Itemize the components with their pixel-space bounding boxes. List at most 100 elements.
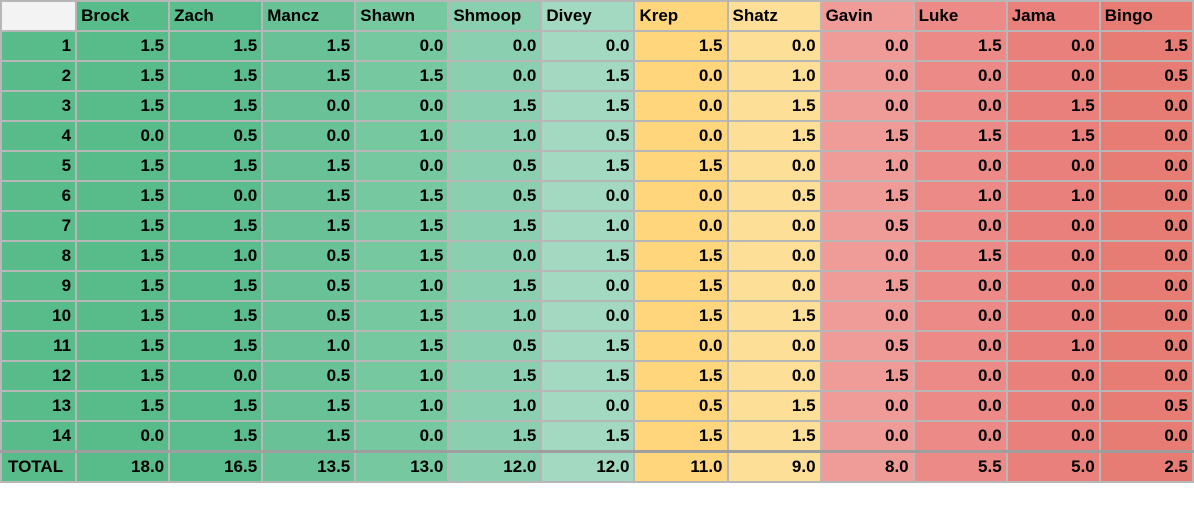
column-header-shawn[interactable]: Shawn bbox=[354, 0, 450, 32]
score-cell[interactable]: 1.5 bbox=[168, 390, 264, 422]
score-cell[interactable]: 1.5 bbox=[633, 270, 729, 302]
score-cell[interactable]: 1.5 bbox=[726, 120, 822, 152]
score-cell[interactable]: 0.5 bbox=[261, 360, 357, 392]
score-cell[interactable]: 1.5 bbox=[168, 60, 264, 92]
score-cell[interactable]: 0.0 bbox=[261, 90, 357, 122]
score-cell[interactable]: 1.5 bbox=[912, 30, 1008, 62]
score-cell[interactable]: 1.5 bbox=[75, 210, 171, 242]
total-cell[interactable]: 13.5 bbox=[261, 450, 357, 483]
score-cell[interactable]: 1.5 bbox=[726, 300, 822, 332]
score-cell[interactable]: 0.0 bbox=[1005, 210, 1101, 242]
score-cell[interactable]: 1.0 bbox=[354, 390, 450, 422]
score-cell[interactable]: 1.5 bbox=[726, 420, 822, 453]
score-cell[interactable]: 0.0 bbox=[540, 180, 636, 212]
score-cell[interactable]: 1.5 bbox=[819, 270, 915, 302]
score-cell[interactable]: 1.5 bbox=[75, 270, 171, 302]
score-cell[interactable]: 0.0 bbox=[1005, 390, 1101, 422]
score-cell[interactable]: 0.0 bbox=[912, 210, 1008, 242]
score-cell[interactable]: 1.5 bbox=[168, 90, 264, 122]
score-cell[interactable]: 1.5 bbox=[1098, 30, 1194, 62]
score-cell[interactable]: 0.0 bbox=[726, 210, 822, 242]
score-cell[interactable]: 1.5 bbox=[633, 420, 729, 453]
column-header-brock[interactable]: Brock bbox=[75, 0, 171, 32]
score-cell[interactable]: 0.5 bbox=[1098, 60, 1194, 92]
total-cell[interactable]: 5.0 bbox=[1005, 450, 1101, 483]
score-cell[interactable]: 1.5 bbox=[447, 270, 543, 302]
column-header-bingo[interactable]: Bingo bbox=[1098, 0, 1194, 32]
score-cell[interactable]: 0.0 bbox=[819, 240, 915, 272]
score-cell[interactable]: 0.5 bbox=[447, 330, 543, 362]
score-cell[interactable]: 1.5 bbox=[447, 360, 543, 392]
score-cell[interactable]: 0.0 bbox=[912, 60, 1008, 92]
score-cell[interactable]: 1.5 bbox=[354, 60, 450, 92]
score-cell[interactable]: 1.0 bbox=[354, 120, 450, 152]
score-cell[interactable]: 0.0 bbox=[75, 120, 171, 152]
score-cell[interactable]: 0.0 bbox=[726, 30, 822, 62]
score-cell[interactable]: 0.0 bbox=[1005, 240, 1101, 272]
column-header-shmoop[interactable]: Shmoop bbox=[447, 0, 543, 32]
score-cell[interactable]: 0.0 bbox=[447, 240, 543, 272]
score-cell[interactable]: 0.5 bbox=[447, 180, 543, 212]
column-header-jama[interactable]: Jama bbox=[1005, 0, 1101, 32]
row-label-cell[interactable]: 14 bbox=[0, 420, 78, 453]
score-cell[interactable]: 0.0 bbox=[819, 420, 915, 453]
score-cell[interactable]: 0.0 bbox=[633, 210, 729, 242]
score-cell[interactable]: 0.0 bbox=[261, 120, 357, 152]
score-cell[interactable]: 1.5 bbox=[261, 180, 357, 212]
score-cell[interactable]: 1.5 bbox=[912, 240, 1008, 272]
row-label-cell[interactable]: 12 bbox=[0, 360, 78, 392]
score-cell[interactable]: 1.0 bbox=[168, 240, 264, 272]
column-header-divey[interactable]: Divey bbox=[540, 0, 636, 32]
score-cell[interactable]: 0.0 bbox=[912, 360, 1008, 392]
score-cell[interactable]: 0.0 bbox=[912, 390, 1008, 422]
score-cell[interactable]: 1.5 bbox=[354, 240, 450, 272]
score-cell[interactable]: 1.0 bbox=[819, 150, 915, 182]
score-cell[interactable]: 1.5 bbox=[75, 180, 171, 212]
score-cell[interactable]: 0.0 bbox=[1005, 270, 1101, 302]
row-label-cell[interactable]: 10 bbox=[0, 300, 78, 332]
score-cell[interactable]: 1.5 bbox=[261, 60, 357, 92]
score-cell[interactable]: 0.0 bbox=[726, 270, 822, 302]
score-cell[interactable]: 0.0 bbox=[1098, 210, 1194, 242]
score-cell[interactable]: 1.5 bbox=[75, 150, 171, 182]
score-cell[interactable]: 0.5 bbox=[261, 300, 357, 332]
score-cell[interactable]: 1.5 bbox=[261, 420, 357, 453]
score-cell[interactable]: 1.0 bbox=[726, 60, 822, 92]
score-cell[interactable]: 0.0 bbox=[1005, 420, 1101, 453]
row-label-cell[interactable]: 13 bbox=[0, 390, 78, 422]
score-cell[interactable]: 0.0 bbox=[1098, 420, 1194, 453]
row-label-cell[interactable]: 7 bbox=[0, 210, 78, 242]
score-cell[interactable]: 1.5 bbox=[819, 120, 915, 152]
score-cell[interactable]: 0.5 bbox=[819, 330, 915, 362]
score-cell[interactable]: 0.0 bbox=[819, 90, 915, 122]
row-label-cell[interactable]: 4 bbox=[0, 120, 78, 152]
score-cell[interactable]: 0.0 bbox=[75, 420, 171, 453]
score-cell[interactable]: 0.0 bbox=[168, 180, 264, 212]
score-cell[interactable]: 0.0 bbox=[912, 300, 1008, 332]
score-cell[interactable]: 1.5 bbox=[168, 300, 264, 332]
score-cell[interactable]: 1.5 bbox=[726, 90, 822, 122]
score-cell[interactable]: 0.0 bbox=[912, 270, 1008, 302]
score-cell[interactable]: 0.0 bbox=[1005, 30, 1101, 62]
total-cell[interactable]: 13.0 bbox=[354, 450, 450, 483]
score-cell[interactable]: 1.5 bbox=[168, 330, 264, 362]
row-label-cell[interactable]: 6 bbox=[0, 180, 78, 212]
score-cell[interactable]: 1.0 bbox=[354, 360, 450, 392]
total-cell[interactable]: 11.0 bbox=[633, 450, 729, 483]
score-cell[interactable]: 0.0 bbox=[633, 90, 729, 122]
score-cell[interactable]: 0.0 bbox=[1098, 240, 1194, 272]
score-cell[interactable]: 1.5 bbox=[633, 300, 729, 332]
score-cell[interactable]: 1.5 bbox=[354, 300, 450, 332]
score-cell[interactable]: 0.0 bbox=[633, 180, 729, 212]
score-cell[interactable]: 1.0 bbox=[1005, 330, 1101, 362]
score-cell[interactable]: 0.0 bbox=[912, 330, 1008, 362]
column-header-krep[interactable]: Krep bbox=[633, 0, 729, 32]
score-cell[interactable]: 1.5 bbox=[633, 240, 729, 272]
score-cell[interactable]: 0.5 bbox=[633, 390, 729, 422]
score-cell[interactable]: 0.0 bbox=[912, 150, 1008, 182]
score-cell[interactable]: 0.0 bbox=[1005, 300, 1101, 332]
score-cell[interactable]: 0.0 bbox=[633, 120, 729, 152]
score-cell[interactable]: 1.5 bbox=[540, 60, 636, 92]
score-cell[interactable]: 1.5 bbox=[75, 90, 171, 122]
score-cell[interactable]: 0.0 bbox=[1005, 150, 1101, 182]
